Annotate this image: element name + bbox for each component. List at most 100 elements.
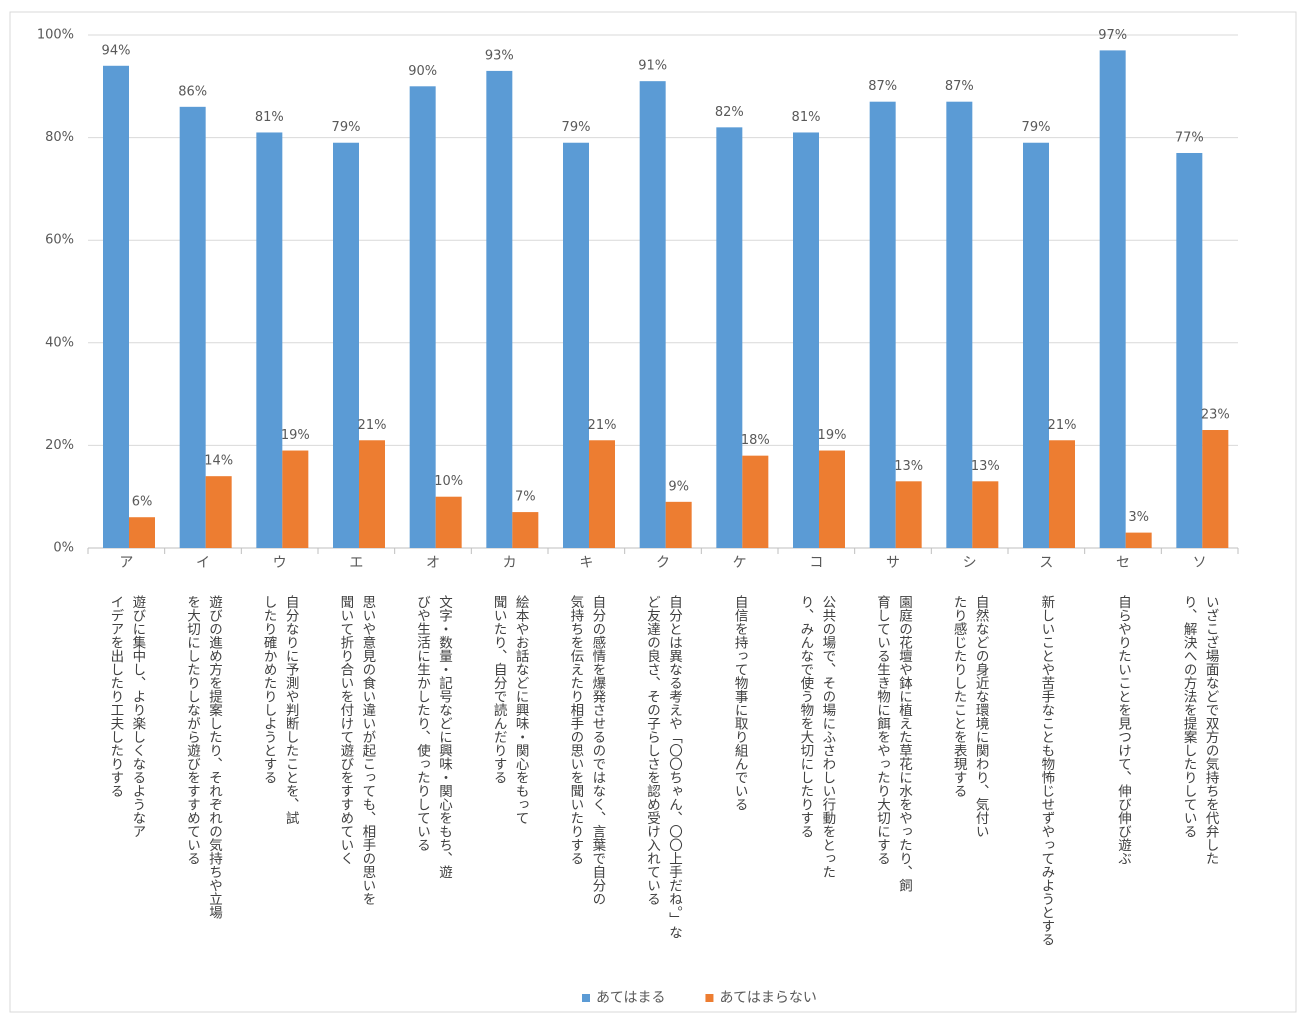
category-description: 自分なりに予測や判断したことを、試 したり確かめたりしようとする <box>258 595 302 825</box>
description-line: びや生活に生かしたり、使ったりしている <box>414 595 430 852</box>
description-line: 文字・数量・記号などに興味・関心をもち、遊 <box>436 595 452 879</box>
category-description: 自らやりたいことを見つけて、伸び伸び遊ぶ <box>1112 595 1134 865</box>
category-description: 文字・数量・記号などに興味・関心をもち、遊 びや生活に生かしたり、使ったりしている <box>411 595 455 879</box>
description-line: たり感じたりしたことを表現する <box>950 595 967 798</box>
x-tick-label: エ <box>349 555 363 571</box>
description-line: 園庭の花壇や鉢に植えた草花に水をやったり、飼 <box>896 595 912 892</box>
description-line: イデアを出したり工夫したりする <box>107 595 124 798</box>
category-description: 遊びの進め方を提案したり、それぞれの気持ちや立場 を大切にしたりしながら遊びをすす… <box>181 595 225 919</box>
category-description: 自分とは異なる考えや「〇〇ちゃん、〇〇上手だね。」な ど友達の良さ、その子らしさを… <box>641 595 685 939</box>
value-label: 77% <box>1175 130 1204 145</box>
category-description: 遊びに集中し、より楽しくなるようなア イデアを出したり工夫したりする <box>104 595 148 838</box>
bar <box>716 127 743 548</box>
description-line: 聞いて折り合いを付けて遊びをすすめていく <box>337 595 354 865</box>
bar <box>282 450 309 548</box>
bar <box>333 142 359 549</box>
description-line: したり確かめたりしようとする <box>260 595 277 784</box>
legend-swatch <box>582 994 590 1002</box>
description-line: 自分なりに予測や判断したことを、試 <box>282 595 299 825</box>
bar <box>129 517 155 548</box>
legend-swatch <box>705 994 714 1002</box>
category-description: 思いや意見の食い違いが起こっても、相手の思いを 聞いて折り合いを付けて遊びをすすめ… <box>334 595 378 906</box>
value-label: 19% <box>281 428 310 443</box>
bar <box>972 481 999 548</box>
description-line: を大切にしたりしながら遊びをすすめている <box>184 595 200 865</box>
x-tick-label: イ <box>196 555 210 571</box>
x-tick-label: ア <box>119 555 133 571</box>
x-tick-label: ス <box>1039 555 1053 571</box>
value-label: 21% <box>358 418 387 433</box>
category-description: 絵本やお話などに興味・関心をもって 聞いたり、自分で読んだりする <box>488 595 532 825</box>
y-tick-label: 0% <box>53 541 74 556</box>
bar <box>359 440 385 548</box>
category-description: 公共の場で、その場にふさわしい行動をとった り、みんなで使う物を大切にしたりする <box>794 595 838 879</box>
value-label: 10% <box>434 474 463 489</box>
x-tick-label: コ <box>809 555 823 571</box>
description-line: 新しいことや苦手なことも物怖じせずやってみようとする <box>1038 595 1055 946</box>
bar <box>819 450 845 548</box>
bar <box>742 455 769 548</box>
value-label: 9% <box>668 479 689 494</box>
x-tick-label: セ <box>1116 555 1130 571</box>
value-label: 6% <box>132 495 153 510</box>
y-tick-label: 60% <box>45 233 74 248</box>
value-label: 79% <box>1022 120 1051 135</box>
bar <box>639 81 666 549</box>
description-line: 自信を持って物事に取り組んでいる <box>731 595 748 811</box>
x-tick-label: シ <box>963 555 977 571</box>
description-line: 自分の感情を爆発させるのではなく、言葉で自分の <box>589 595 606 906</box>
value-label: 13% <box>971 459 1000 474</box>
bar <box>946 101 973 548</box>
value-label: 87% <box>945 79 974 94</box>
value-label: 21% <box>588 418 617 433</box>
y-tick-label: 40% <box>45 335 74 350</box>
value-label: 97% <box>1098 28 1127 43</box>
bar <box>1176 152 1203 549</box>
value-label: 82% <box>715 105 744 120</box>
description-line: ど友達の良さ、その子らしさを認め受け入れている <box>644 595 660 906</box>
y-tick-label: 80% <box>45 130 74 145</box>
bar <box>512 512 539 548</box>
value-label: 87% <box>868 79 897 94</box>
description-line: 遊びの進め方を提案したり、それぞれの気持ちや立場 <box>206 595 222 919</box>
value-label: 3% <box>1128 510 1149 525</box>
description-line: 聞いたり、自分で読んだりする <box>490 595 507 784</box>
value-label: 90% <box>408 64 437 79</box>
bar <box>435 496 462 548</box>
bar <box>409 86 436 549</box>
value-label: 79% <box>332 120 361 135</box>
category-description: 自然などの身近な環境に関わり、気付い たり感じたりしたことを表現する <box>948 595 992 838</box>
value-label: 91% <box>638 59 667 74</box>
bar <box>895 481 922 548</box>
y-tick-label: 100% <box>37 28 74 43</box>
description-line: 公共の場で、その場にふさわしい行動をとった <box>819 595 836 879</box>
bar <box>205 476 232 548</box>
bar <box>665 501 692 548</box>
bar <box>1125 532 1152 548</box>
value-label: 19% <box>818 428 847 443</box>
value-label: 86% <box>178 84 207 99</box>
description-line: 自分とは異なる考えや「〇〇ちゃん、〇〇上手だね。」な <box>666 595 682 940</box>
bar <box>563 142 589 549</box>
value-label: 23% <box>1201 408 1230 423</box>
description-line: 自然などの身近な環境に関わり、気付い <box>972 595 989 838</box>
bar <box>1049 440 1075 548</box>
bar <box>869 101 896 548</box>
value-label: 79% <box>562 120 591 135</box>
chart-frame <box>9 11 1297 1013</box>
description-line: 遊びに集中し、より楽しくなるようなア <box>129 595 146 838</box>
bar <box>589 440 615 548</box>
x-tick-label: ケ <box>733 555 747 571</box>
value-label: 81% <box>255 110 284 125</box>
bar <box>103 65 129 548</box>
legend-label: あてはまらない <box>719 990 816 1006</box>
bar <box>1099 50 1126 548</box>
x-tick-label: キ <box>579 555 593 571</box>
x-tick-label: オ <box>426 555 440 571</box>
description-line: 思いや意見の食い違いが起こっても、相手の思いを <box>359 595 376 906</box>
bar <box>793 132 819 548</box>
category-description: 自信を持って物事に取り組んでいる <box>729 595 751 811</box>
category-description: 自分の感情を爆発させるのではなく、言葉で自分の 気持ちを伝えたり相手の思いを聞いた… <box>564 595 608 906</box>
